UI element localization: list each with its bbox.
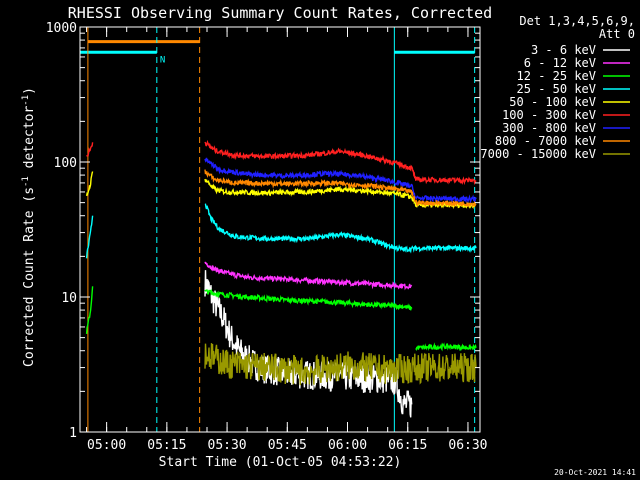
legend-label: 300 - 800 keV <box>502 121 596 135</box>
x-tick-label: 06:00 <box>328 438 367 453</box>
plot-area: N <box>79 27 477 432</box>
legend-label: 7000 - 15000 keV <box>480 147 596 161</box>
y-axis-label-sup2: -1 <box>21 95 31 106</box>
legend-label: 12 - 25 keV <box>517 69 596 83</box>
series-line-300-800-kev <box>204 157 477 204</box>
x-tick-label: 05:15 <box>147 438 186 453</box>
y-axis-label-part3: ) <box>22 87 37 95</box>
y-tick-label: 1000 <box>46 21 77 36</box>
series-line-3-6-kev <box>204 270 413 418</box>
series-line-50-100-kev <box>85 171 94 197</box>
chart-title: RHESSI Observing Summary Count Rates, Co… <box>68 4 492 22</box>
series-line-25-50-kev <box>204 203 477 254</box>
y-tick-label: 10 <box>61 291 77 306</box>
x-tick-label: 05:45 <box>268 438 307 453</box>
legend-label: 3 - 6 keV <box>531 43 596 57</box>
x-tick-label: 05:00 <box>87 438 126 453</box>
y-axis-label-sup1: -1 <box>21 176 31 187</box>
series-line-12-25-kev <box>85 286 94 334</box>
x-tick-label: 06:30 <box>448 438 487 453</box>
legend-label: 800 - 7000 keV <box>495 134 596 148</box>
series-line-100-300-kev <box>86 142 94 157</box>
timestamp: 20-Oct-2021 14:41 <box>554 468 636 477</box>
series-line-25-50-kev <box>85 215 94 259</box>
x-axis-label: Start Time (01-Oct-05 04:53:22) <box>159 455 402 470</box>
legend-label: 50 - 100 keV <box>509 95 596 109</box>
legend-label: 25 - 50 keV <box>517 82 596 96</box>
series-line-6-12-kev <box>204 261 413 291</box>
series-line-7000-15000-kev <box>204 343 477 386</box>
y-axis-label-part1: Corrected Count Rate (s <box>22 187 37 367</box>
y-axis-label: Corrected Count Rate (s-1 detector-1) <box>21 87 37 367</box>
plot-frame <box>79 26 481 433</box>
series-line-12-25-kev <box>204 288 413 311</box>
legend-header-line1: Det 1,3,4,5,6,9, <box>519 14 635 28</box>
axes: 1 10 100 1000 05:00 05:15 05:30 05:45 06:00 06:15… <box>46 21 488 453</box>
legend-label: 6 - 12 keV <box>524 56 596 70</box>
y-tick-label: 1 <box>69 426 77 441</box>
series-line-12-25-kev <box>415 342 477 352</box>
series-line-100-300-kev <box>204 139 477 186</box>
x-tick-label: 06:15 <box>388 438 427 453</box>
y-axis-label-part2: detector <box>22 106 37 177</box>
legend-header-line2: Att 0 <box>599 27 635 41</box>
marker-flag-label: N <box>160 55 165 65</box>
legend-label: 100 - 300 keV <box>502 108 596 122</box>
y-tick-label: 100 <box>54 156 77 171</box>
x-tick-label: 05:30 <box>208 438 247 453</box>
series-line-800-7000-kev <box>204 169 477 208</box>
